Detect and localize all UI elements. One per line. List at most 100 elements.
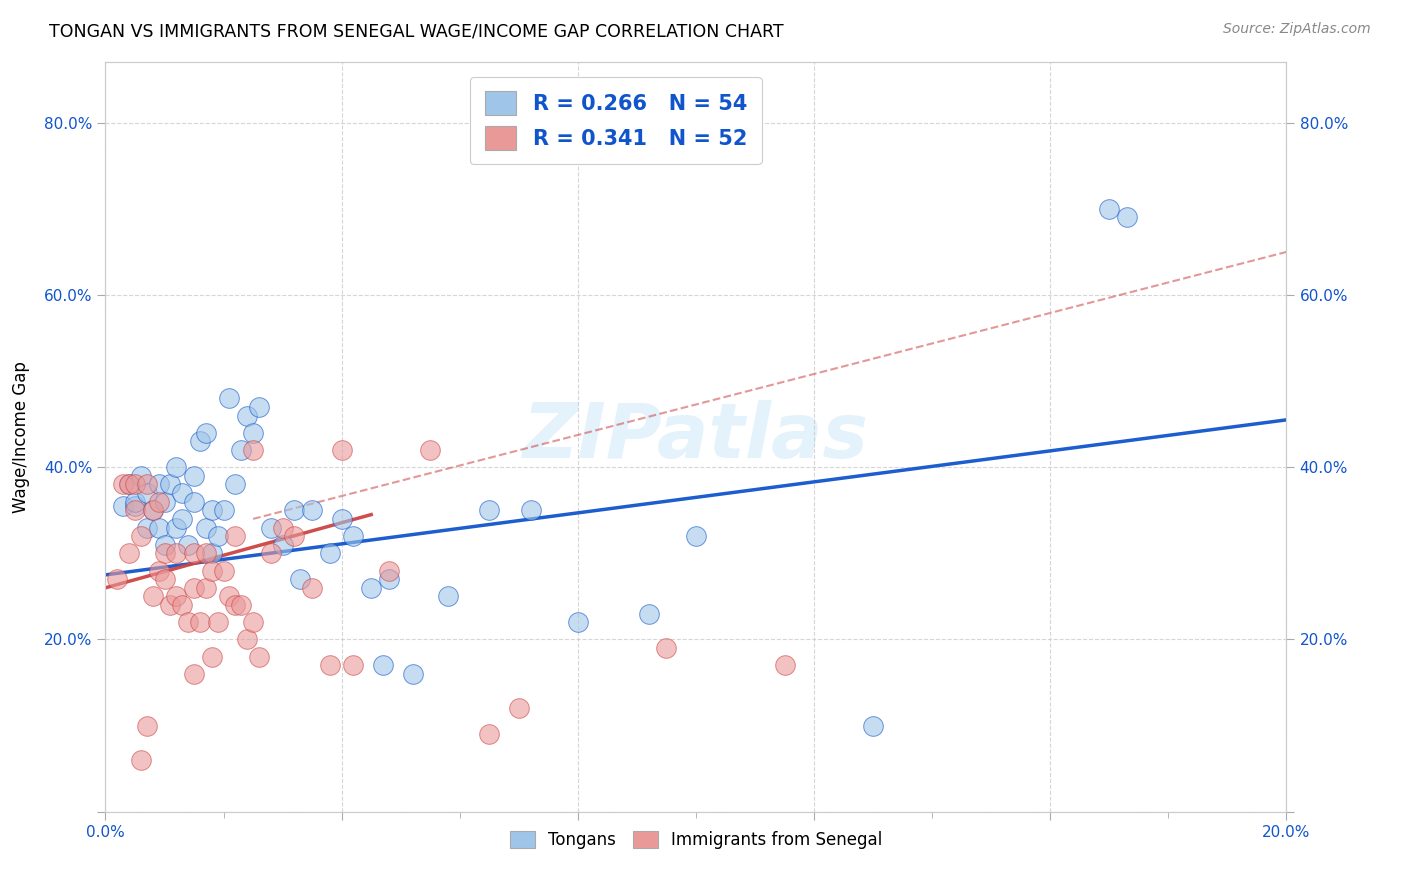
Point	[401, 667, 423, 681]
Point	[129, 468, 152, 483]
Point	[165, 520, 187, 534]
Point	[148, 564, 170, 578]
Point	[159, 598, 181, 612]
Point	[212, 564, 235, 578]
Point	[224, 598, 246, 612]
Point	[508, 701, 530, 715]
Point	[242, 425, 264, 440]
Point	[188, 434, 211, 449]
Point	[165, 546, 187, 560]
Point	[1116, 211, 1139, 225]
Point	[165, 590, 187, 604]
Point	[301, 581, 323, 595]
Point	[685, 529, 707, 543]
Point	[194, 425, 217, 440]
Point	[172, 512, 194, 526]
Point	[519, 503, 541, 517]
Point	[207, 615, 229, 630]
Point	[212, 503, 235, 517]
Point	[124, 477, 146, 491]
Legend: Tongans, Immigrants from Senegal: Tongans, Immigrants from Senegal	[503, 824, 889, 855]
Point	[342, 529, 364, 543]
Point	[177, 615, 200, 630]
Point	[260, 546, 283, 560]
Point	[135, 477, 157, 491]
Point	[319, 658, 342, 673]
Point	[319, 546, 342, 560]
Point	[224, 529, 246, 543]
Point	[135, 520, 157, 534]
Point	[124, 499, 146, 513]
Point	[153, 572, 176, 586]
Point	[637, 607, 659, 621]
Point	[148, 520, 170, 534]
Point	[655, 641, 678, 656]
Point	[247, 400, 270, 414]
Point	[271, 538, 294, 552]
Point	[194, 581, 217, 595]
Point	[360, 581, 382, 595]
Point	[1098, 202, 1121, 216]
Point	[129, 529, 152, 543]
Point	[478, 727, 501, 741]
Point	[567, 615, 589, 630]
Point	[342, 658, 364, 673]
Point	[378, 564, 401, 578]
Point	[224, 477, 246, 491]
Point	[378, 572, 401, 586]
Y-axis label: Wage/Income Gap: Wage/Income Gap	[11, 361, 30, 513]
Point	[183, 546, 205, 560]
Point	[188, 615, 211, 630]
Point	[231, 598, 253, 612]
Point	[271, 520, 294, 534]
Point	[112, 477, 135, 491]
Point	[773, 658, 796, 673]
Point	[142, 503, 165, 517]
Point	[247, 649, 270, 664]
Text: ZIPatlas: ZIPatlas	[523, 401, 869, 474]
Point	[153, 494, 176, 508]
Point	[290, 572, 312, 586]
Text: TONGAN VS IMMIGRANTS FROM SENEGAL WAGE/INCOME GAP CORRELATION CHART: TONGAN VS IMMIGRANTS FROM SENEGAL WAGE/I…	[49, 22, 783, 40]
Point	[201, 503, 224, 517]
Point	[242, 615, 264, 630]
Point	[231, 442, 253, 457]
Point	[371, 658, 394, 673]
Point	[194, 546, 217, 560]
Point	[124, 503, 146, 517]
Point	[153, 546, 176, 560]
Point	[118, 477, 141, 491]
Point	[183, 667, 205, 681]
Point	[236, 409, 259, 423]
Point	[135, 718, 157, 732]
Point	[301, 503, 323, 517]
Point	[118, 546, 141, 560]
Point	[330, 512, 353, 526]
Point	[129, 753, 152, 767]
Point	[183, 581, 205, 595]
Point	[218, 392, 240, 406]
Point	[862, 718, 884, 732]
Point	[207, 529, 229, 543]
Point	[330, 442, 353, 457]
Text: Source: ZipAtlas.com: Source: ZipAtlas.com	[1223, 22, 1371, 37]
Point	[172, 486, 194, 500]
Point	[112, 499, 135, 513]
Point	[283, 529, 305, 543]
Point	[148, 477, 170, 491]
Point	[437, 590, 460, 604]
Point	[183, 494, 205, 508]
Point	[242, 442, 264, 457]
Point	[478, 503, 501, 517]
Point	[124, 494, 146, 508]
Point	[135, 486, 157, 500]
Point	[172, 598, 194, 612]
Point	[148, 494, 170, 508]
Point	[159, 477, 181, 491]
Point	[283, 503, 305, 517]
Point	[201, 546, 224, 560]
Point	[165, 460, 187, 475]
Point	[177, 538, 200, 552]
Point	[201, 564, 224, 578]
Point	[218, 590, 240, 604]
